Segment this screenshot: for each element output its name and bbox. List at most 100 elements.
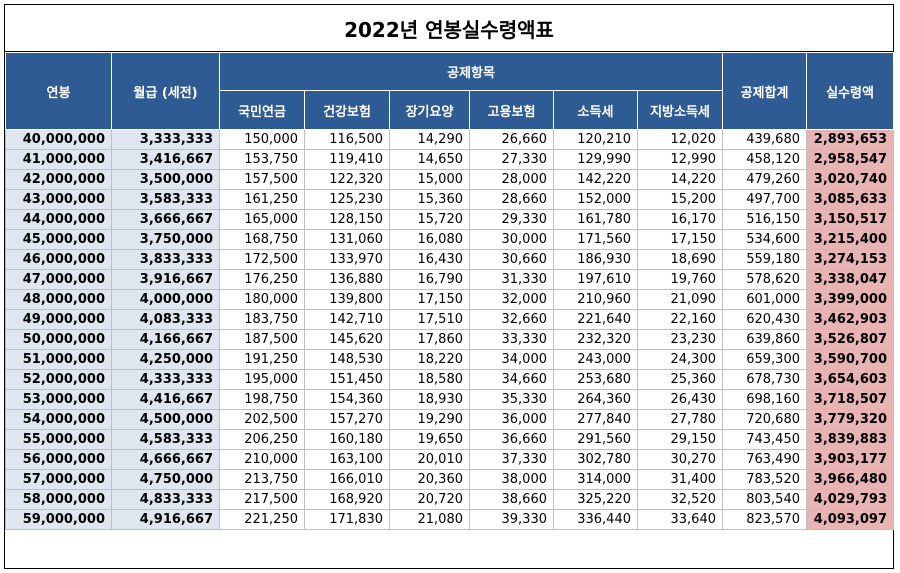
health-cell: 163,100 [304, 449, 390, 470]
total-cell: 720,680 [722, 409, 807, 430]
pension-cell: 165,000 [219, 209, 305, 230]
table-row: 53,000,000 4,416,667 198,750 154,360 18,930 3… [5, 389, 894, 410]
table-row: 57,000,000 4,750,000 213,750 166,010 20,360 3… [5, 469, 894, 490]
employment-cell: 36,660 [469, 429, 554, 450]
header-salary: 연봉 [5, 52, 112, 130]
pension-cell: 202,500 [219, 409, 305, 430]
net-cell: 3,274,153 [806, 249, 894, 270]
pension-cell: 168,750 [219, 229, 305, 250]
salary-cell: 54,000,000 [5, 409, 112, 430]
pension-cell: 161,250 [219, 189, 305, 210]
table-row: 51,000,000 4,250,000 191,250 148,530 18,220 3… [5, 349, 894, 370]
net-cell: 3,718,507 [806, 389, 894, 410]
health-cell: 131,060 [304, 229, 390, 250]
net-cell: 3,399,000 [806, 289, 894, 310]
total-cell: 823,570 [722, 509, 807, 530]
monthly-cell: 3,500,000 [111, 169, 220, 190]
employment-cell: 38,000 [469, 469, 554, 490]
local-tax-cell: 14,220 [637, 169, 723, 190]
longterm-care-cell: 19,650 [389, 429, 470, 450]
health-cell: 171,830 [304, 509, 390, 530]
local-tax-cell: 15,200 [637, 189, 723, 210]
income-tax-cell: 129,990 [553, 149, 638, 170]
local-tax-cell: 16,170 [637, 209, 723, 230]
total-cell: 578,620 [722, 269, 807, 290]
longterm-care-cell: 15,000 [389, 169, 470, 190]
header-income-tax: 소득세 [553, 90, 638, 130]
local-tax-cell: 26,430 [637, 389, 723, 410]
header-local-tax: 지방소득세 [637, 90, 723, 130]
longterm-care-cell: 14,650 [389, 149, 470, 170]
net-cell: 3,020,740 [806, 169, 894, 190]
local-tax-cell: 29,150 [637, 429, 723, 450]
net-cell: 3,966,480 [806, 469, 894, 490]
salary-cell: 57,000,000 [5, 469, 112, 490]
employment-cell: 30,000 [469, 229, 554, 250]
monthly-cell: 4,333,333 [111, 369, 220, 390]
salary-cell: 49,000,000 [5, 309, 112, 330]
local-tax-cell: 32,520 [637, 489, 723, 510]
table-row: 52,000,000 4,333,333 195,000 151,450 18,580 3… [5, 369, 894, 390]
income-tax-cell: 120,210 [553, 129, 638, 150]
health-cell: 154,360 [304, 389, 390, 410]
longterm-care-cell: 17,510 [389, 309, 470, 330]
health-cell: 139,800 [304, 289, 390, 310]
income-tax-cell: 291,560 [553, 429, 638, 450]
net-cell: 3,150,517 [806, 209, 894, 230]
salary-cell: 55,000,000 [5, 429, 112, 450]
salary-cell: 56,000,000 [5, 449, 112, 470]
monthly-cell: 3,583,333 [111, 189, 220, 210]
header-total: 공제합계 [722, 52, 807, 130]
net-cell: 4,093,097 [806, 509, 894, 530]
health-cell: 142,710 [304, 309, 390, 330]
monthly-cell: 4,000,000 [111, 289, 220, 310]
table-row: 43,000,000 3,583,333 161,250 125,230 15,360 2… [5, 189, 894, 210]
employment-cell: 29,330 [469, 209, 554, 230]
table-row: 50,000,000 4,166,667 187,500 145,620 17,860 3… [5, 329, 894, 350]
local-tax-cell: 31,400 [637, 469, 723, 490]
net-cell: 3,839,883 [806, 429, 894, 450]
table-row: 54,000,000 4,500,000 202,500 157,270 19,290 3… [5, 409, 894, 430]
monthly-cell: 3,416,667 [111, 149, 220, 170]
net-cell: 4,029,793 [806, 489, 894, 510]
monthly-cell: 4,833,333 [111, 489, 220, 510]
employment-cell: 39,330 [469, 509, 554, 530]
pension-cell: 191,250 [219, 349, 305, 370]
table-row: 42,000,000 3,500,000 157,500 122,320 15,000 2… [5, 169, 894, 190]
income-tax-cell: 277,840 [553, 409, 638, 430]
health-cell: 145,620 [304, 329, 390, 350]
longterm-care-cell: 20,010 [389, 449, 470, 470]
total-cell: 620,430 [722, 309, 807, 330]
health-cell: 128,150 [304, 209, 390, 230]
salary-cell: 50,000,000 [5, 329, 112, 350]
total-cell: 659,300 [722, 349, 807, 370]
monthly-cell: 4,500,000 [111, 409, 220, 430]
local-tax-cell: 18,690 [637, 249, 723, 270]
header-net: 실수령액 [806, 52, 894, 130]
employment-cell: 37,330 [469, 449, 554, 470]
health-cell: 157,270 [304, 409, 390, 430]
total-cell: 639,860 [722, 329, 807, 350]
longterm-care-cell: 16,080 [389, 229, 470, 250]
pension-cell: 180,000 [219, 289, 305, 310]
salary-cell: 46,000,000 [5, 249, 112, 270]
monthly-cell: 3,916,667 [111, 269, 220, 290]
table-row: 56,000,000 4,666,667 210,000 163,100 20,010 3… [5, 449, 894, 470]
pension-cell: 187,500 [219, 329, 305, 350]
monthly-cell: 3,333,333 [111, 129, 220, 150]
employment-cell: 35,330 [469, 389, 554, 410]
local-tax-cell: 25,360 [637, 369, 723, 390]
income-tax-cell: 314,000 [553, 469, 638, 490]
table-row: 41,000,000 3,416,667 153,750 119,410 14,650 2… [5, 149, 894, 170]
longterm-care-cell: 20,720 [389, 489, 470, 510]
table-row: 40,000,000 3,333,333 150,000 116,500 14,290 2… [5, 129, 894, 150]
health-cell: 166,010 [304, 469, 390, 490]
health-cell: 119,410 [304, 149, 390, 170]
income-tax-cell: 336,440 [553, 509, 638, 530]
monthly-cell: 4,583,333 [111, 429, 220, 450]
monthly-cell: 3,833,333 [111, 249, 220, 270]
longterm-care-cell: 17,150 [389, 289, 470, 310]
table-row: 46,000,000 3,833,333 172,500 133,970 16,430 3… [5, 249, 894, 270]
monthly-cell: 4,083,333 [111, 309, 220, 330]
monthly-cell: 3,750,000 [111, 229, 220, 250]
